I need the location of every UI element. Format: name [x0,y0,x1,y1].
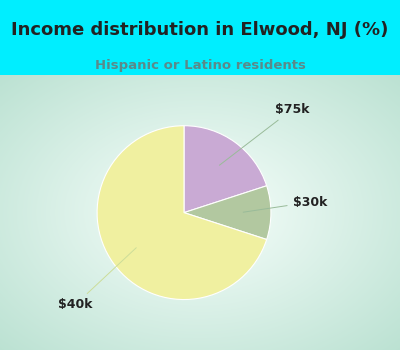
Text: Income distribution in Elwood, NJ (%): Income distribution in Elwood, NJ (%) [11,21,389,39]
Text: $30k: $30k [243,196,327,212]
Text: $75k: $75k [220,103,310,165]
Text: $40k: $40k [58,248,136,311]
Wedge shape [184,126,267,212]
Wedge shape [184,186,271,239]
Text: Hispanic or Latino residents: Hispanic or Latino residents [94,59,306,72]
Wedge shape [97,126,267,300]
